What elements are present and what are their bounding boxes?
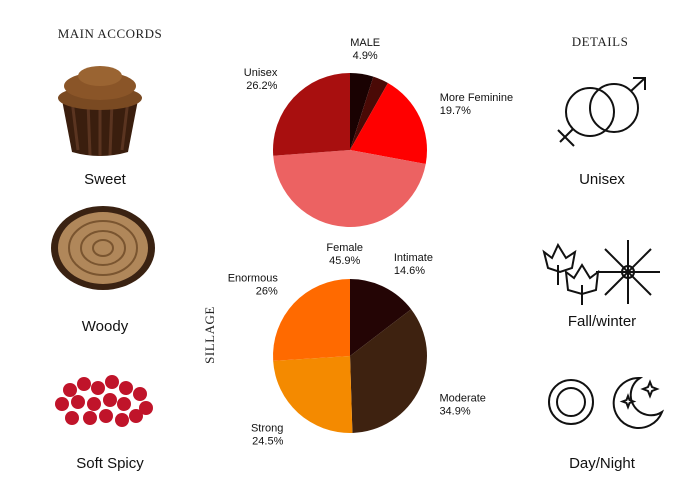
pie-slice <box>272 73 350 156</box>
section-title: MAIN ACCORDS <box>58 26 163 41</box>
pie-slice <box>350 82 427 164</box>
fall-winter-icon <box>542 240 660 305</box>
slice-label: Female <box>326 242 363 254</box>
pie-slice <box>350 279 412 356</box>
pie-slice <box>273 150 426 228</box>
day-night-icon <box>548 376 665 429</box>
slice-value: 45.9% <box>329 255 360 267</box>
slice-label: Unisex <box>244 67 278 79</box>
slice-label: Strong <box>251 423 283 435</box>
detail-label: Day/Night <box>569 455 636 472</box>
pie-slice <box>273 278 350 361</box>
detail-label: Unisex <box>579 171 625 188</box>
sweet-icon <box>58 66 142 156</box>
slice-label: More Feminine <box>440 92 513 104</box>
slice-value: 26% <box>256 286 278 298</box>
pie-slice <box>350 76 388 150</box>
unisex-icon <box>557 77 646 147</box>
accord-label: Sweet <box>84 171 127 188</box>
pie-slice <box>273 356 353 433</box>
slice-value: 26.2% <box>246 80 277 92</box>
slice-label: Moderate <box>439 393 485 405</box>
slice-value: 34.9% <box>439 406 470 418</box>
pie-slice <box>350 309 428 433</box>
detail-label: Fall/winter <box>568 313 636 330</box>
slice-value: 24.5% <box>252 436 283 448</box>
section-title: DETAILS <box>572 34 629 49</box>
slice-value: 4.9% <box>353 50 378 62</box>
accord-label: Woody <box>82 318 129 335</box>
slice-value: 14.6% <box>394 265 425 277</box>
slice-label: Enormous <box>228 273 279 285</box>
accord-label: Soft Spicy <box>76 455 144 472</box>
soft-spicy-icon <box>55 375 153 427</box>
pie-slice <box>350 73 374 150</box>
chart-title: SILLAGE <box>202 306 217 364</box>
slice-value: 19.7% <box>440 105 471 117</box>
slice-label: Intimate <box>394 252 433 264</box>
woody-icon <box>51 206 155 290</box>
slice-label: MALE <box>350 37 380 49</box>
